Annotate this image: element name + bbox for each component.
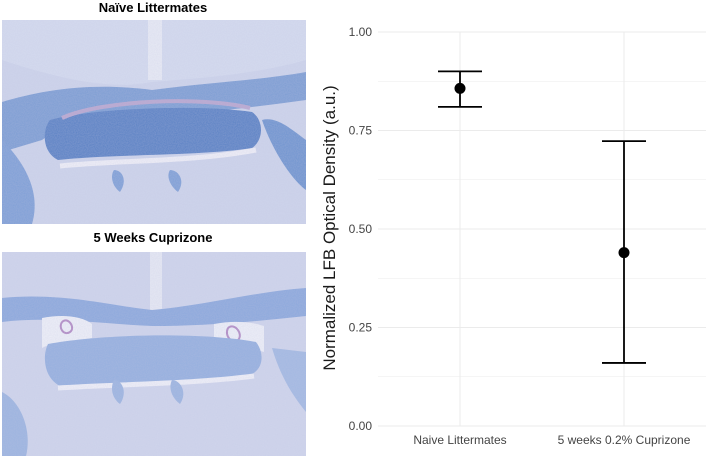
y-axis-label: Normalized LFB Optical Density (a.u.) [320,85,339,370]
y-axis-ticks: 0.00 0.25 0.50 0.75 1.00 [349,25,373,433]
x-tick-label: 5 weeks 0.2% Cuprizone [558,433,691,447]
y-tick-label: 0.75 [349,124,373,138]
y-tick-label: 0.00 [349,419,373,433]
panel-title-cuprizone: 5 Weeks Cuprizone [93,230,213,245]
y-tick-label: 1.00 [349,25,373,39]
x-axis-ticks: Naive Littermates 5 weeks 0.2% Cuprizone [413,433,690,447]
micrograph-naive [2,20,306,224]
y-tick-label: 0.25 [349,321,373,335]
panel-title-naive: Naïve Littermates [98,0,208,15]
data-point [454,82,466,94]
y-tick-label: 0.50 [349,222,373,236]
data-point [618,247,630,259]
data-marks [438,70,646,364]
x-tick-label: Naive Littermates [413,433,506,447]
micrograph-cuprizone [2,252,306,456]
grid [378,31,706,427]
error-bar-chart: 0.00 0.25 0.50 0.75 1.00 Naive Littermates 5 … [320,25,706,447]
